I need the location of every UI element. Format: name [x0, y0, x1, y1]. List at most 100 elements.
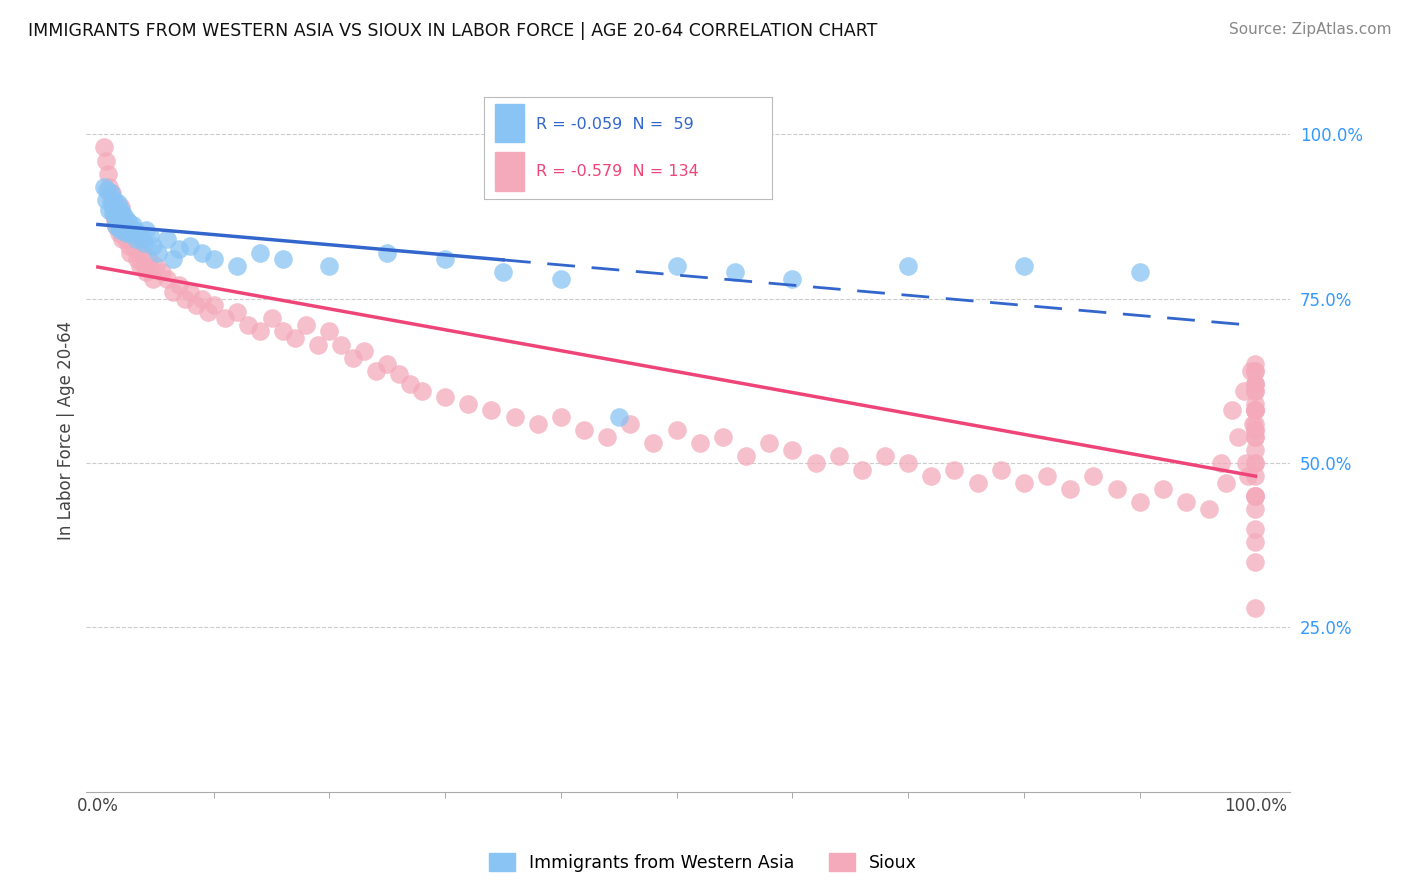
- Point: [179, 239, 201, 253]
- Point: [1244, 403, 1267, 417]
- Point: [107, 206, 129, 220]
- Point: [202, 252, 225, 267]
- Point: [134, 235, 156, 250]
- Point: [503, 409, 526, 424]
- Point: [1244, 534, 1267, 549]
- Point: [1233, 384, 1256, 398]
- Point: [104, 212, 127, 227]
- Point: [156, 272, 179, 286]
- Point: [110, 212, 132, 227]
- Point: [139, 229, 162, 244]
- Point: [131, 232, 153, 246]
- Point: [572, 423, 595, 437]
- Point: [1244, 423, 1267, 437]
- Point: [1012, 259, 1035, 273]
- Point: [1175, 495, 1198, 509]
- Point: [115, 219, 138, 234]
- Point: [138, 252, 160, 267]
- Point: [1012, 475, 1035, 490]
- Point: [711, 430, 734, 444]
- Point: [107, 226, 129, 240]
- Point: [318, 325, 340, 339]
- Point: [186, 298, 208, 312]
- Point: [318, 259, 340, 273]
- Point: [1241, 417, 1264, 431]
- Point: [105, 212, 128, 227]
- Point: [103, 193, 125, 207]
- Point: [97, 167, 120, 181]
- Point: [96, 183, 118, 197]
- Point: [112, 216, 135, 230]
- Point: [118, 239, 141, 253]
- Point: [804, 456, 827, 470]
- Point: [191, 292, 214, 306]
- Point: [284, 331, 307, 345]
- Point: [1244, 430, 1267, 444]
- Point: [526, 417, 548, 431]
- Point: [481, 403, 503, 417]
- Point: [399, 377, 422, 392]
- Point: [145, 259, 167, 273]
- Point: [260, 311, 283, 326]
- Point: [134, 259, 156, 273]
- Point: [156, 232, 179, 246]
- Point: [127, 252, 149, 267]
- Point: [434, 252, 457, 267]
- Point: [142, 272, 165, 286]
- Point: [434, 390, 457, 404]
- Point: [162, 252, 184, 267]
- Point: [1220, 403, 1243, 417]
- Point: [1240, 364, 1263, 378]
- Point: [249, 325, 271, 339]
- Point: [782, 442, 804, 457]
- Text: Source: ZipAtlas.com: Source: ZipAtlas.com: [1229, 22, 1392, 37]
- Point: [135, 222, 157, 236]
- Point: [353, 344, 375, 359]
- Point: [1244, 377, 1267, 392]
- Point: [1215, 475, 1237, 490]
- Point: [101, 200, 124, 214]
- Point: [135, 265, 157, 279]
- Point: [127, 227, 149, 242]
- Point: [238, 318, 260, 332]
- Point: [225, 259, 247, 273]
- Point: [108, 216, 131, 230]
- Point: [607, 409, 630, 424]
- Point: [98, 179, 121, 194]
- Point: [550, 272, 572, 286]
- Point: [550, 409, 572, 424]
- Point: [100, 193, 122, 207]
- Point: [107, 196, 129, 211]
- Point: [1036, 469, 1059, 483]
- Point: [105, 219, 128, 234]
- Point: [643, 436, 665, 450]
- Point: [111, 232, 134, 246]
- Point: [897, 259, 920, 273]
- Point: [104, 202, 127, 217]
- Point: [851, 462, 873, 476]
- Point: [897, 456, 920, 470]
- Point: [364, 364, 387, 378]
- Point: [121, 232, 143, 246]
- Point: [101, 206, 124, 220]
- Point: [1244, 600, 1267, 615]
- Point: [1244, 403, 1267, 417]
- Point: [1244, 456, 1267, 470]
- Point: [114, 210, 136, 224]
- Point: [966, 475, 988, 490]
- Point: [1244, 469, 1267, 483]
- Point: [139, 262, 162, 277]
- Point: [121, 218, 143, 232]
- Point: [330, 337, 353, 351]
- Point: [214, 311, 236, 326]
- Point: [112, 212, 135, 227]
- Point: [101, 200, 124, 214]
- Point: [142, 239, 165, 253]
- Point: [1244, 357, 1267, 371]
- Point: [1244, 364, 1267, 378]
- Point: [146, 245, 169, 260]
- Point: [1083, 469, 1105, 483]
- Point: [115, 212, 138, 227]
- Point: [1198, 502, 1220, 516]
- Point: [735, 450, 758, 464]
